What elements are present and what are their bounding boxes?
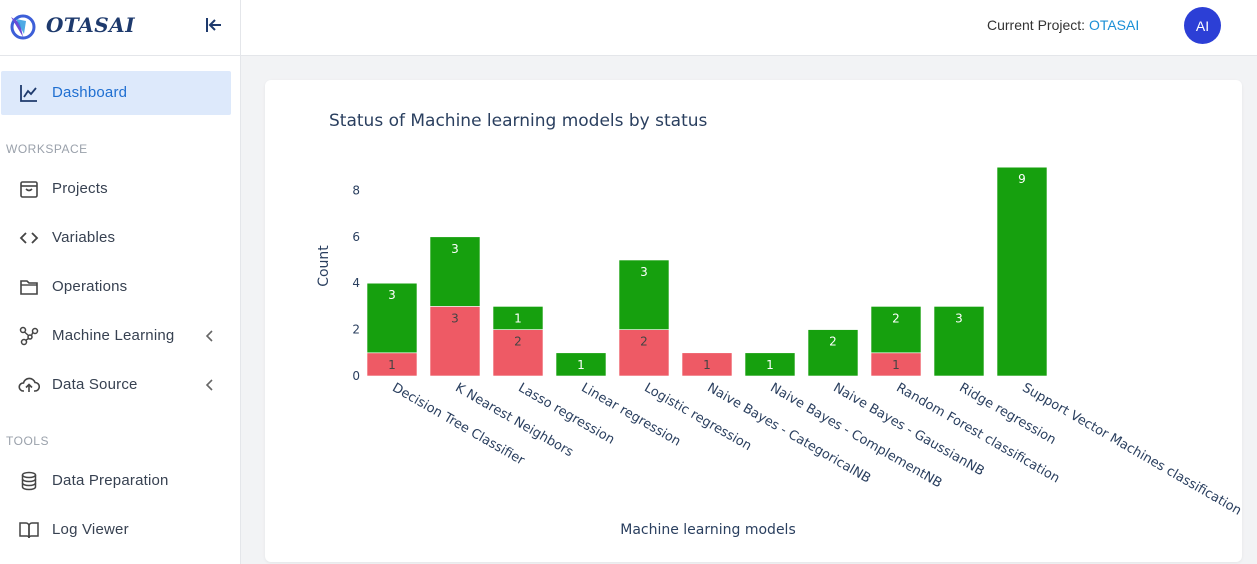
bars: 1 3 3 3 2 1 1 2 3 1 1 2 1 2 3 9	[366, 166, 1048, 377]
bar-value-label: 3	[955, 311, 963, 325]
collapse-sidebar-icon[interactable]	[203, 14, 225, 36]
y-axis-label: Count	[316, 245, 332, 287]
bar-value-label: 3	[451, 242, 459, 256]
sidebar-item-projects[interactable]: Projects	[0, 167, 241, 211]
sidebar-item-data-source[interactable]: Data Source	[0, 363, 241, 407]
sidebar-item-label: Data Preparation	[52, 472, 169, 489]
sidebar-item-variables[interactable]: Variables	[0, 216, 241, 260]
brand-name[interactable]: OTASAI	[46, 13, 136, 37]
bar-segment[interactable]	[744, 352, 796, 377]
otasai-logo-icon[interactable]	[7, 11, 37, 41]
current-project-prefix: Current Project:	[987, 17, 1089, 33]
bar-segment[interactable]	[492, 306, 544, 330]
section-title-workspace: WORKSPACE	[6, 142, 88, 156]
bar-value-label: 3	[388, 288, 396, 302]
y-tick-label: 4	[352, 276, 360, 290]
current-project-link[interactable]: OTASAI	[1088, 17, 1140, 33]
bar-value-label: 2	[892, 311, 900, 325]
bar-value-label: 1	[892, 358, 900, 372]
bar-value-label: 9	[1018, 172, 1026, 186]
avatar[interactable]: AI	[1184, 7, 1221, 44]
bar-value-label: 3	[640, 265, 648, 279]
bar-segment[interactable]	[996, 166, 1048, 377]
bar-value-label: 3	[451, 311, 459, 325]
sidebar-item-label: Projects	[52, 180, 108, 197]
bar-value-label: 1	[577, 358, 585, 372]
sidebar: OTASAI Dashboard WORKSPACE Projects	[0, 0, 241, 564]
bar-segment[interactable]	[807, 329, 859, 377]
database-icon	[21, 471, 37, 491]
brand: OTASAI	[0, 0, 241, 56]
bar-value-label: 1	[703, 358, 711, 372]
bar-segment[interactable]	[429, 236, 481, 307]
sidebar-item-label: Operations	[52, 278, 128, 295]
section-title-tools: TOOLS	[6, 434, 49, 448]
bar-value-label: 2	[640, 335, 648, 349]
bar-value-label: 2	[514, 335, 522, 349]
sidebar-item-log-viewer[interactable]: Log Viewer	[0, 508, 241, 552]
x-tick-label: Support Vector Machines classification	[1019, 380, 1242, 518]
folder-icon	[20, 280, 38, 295]
y-axis-ticks: 0 2 4 6 8	[352, 183, 360, 383]
bar-segment[interactable]	[933, 306, 985, 377]
sidebar-item-operations[interactable]: Operations	[0, 265, 241, 309]
code-icon	[19, 232, 39, 244]
sidebar-item-data-preparation[interactable]: Data Preparation	[0, 459, 241, 503]
sidebar-item-label: Dashboard	[52, 84, 128, 101]
bar-segment[interactable]	[366, 282, 418, 354]
x-tick-label: Logistic regression	[641, 380, 754, 454]
chevron-left-icon	[205, 330, 213, 342]
bar-segment[interactable]	[870, 306, 922, 354]
bar-segment[interactable]	[681, 352, 733, 377]
chart-line-icon	[20, 85, 37, 102]
cloud-upload-icon	[18, 377, 40, 392]
y-tick-label: 6	[352, 230, 360, 244]
chart-card: Status of Machine learning models by sta…	[265, 80, 1244, 562]
bar-value-label: 1	[388, 358, 396, 372]
bar-segment[interactable]	[618, 329, 670, 377]
sidebar-item-machine-learning[interactable]: Machine Learning	[0, 314, 241, 358]
bar-segment[interactable]	[492, 329, 544, 377]
y-tick-label: 2	[352, 323, 360, 337]
book-icon	[19, 522, 39, 539]
sidebar-item-label: Machine Learning	[52, 327, 175, 344]
bar-chart: Status of Machine learning models by sta…	[316, 111, 1244, 538]
x-axis-label: Machine learning models	[620, 522, 796, 538]
sidebar-item-dashboard[interactable]: Dashboard	[1, 71, 231, 115]
top-bar: Current Project: OTASAI AI	[241, 0, 1257, 56]
archive-icon	[20, 181, 38, 198]
sidebar-item-label: Variables	[52, 229, 116, 246]
sidebar-item-label: Log Viewer	[52, 521, 129, 538]
bar-value-label: 1	[514, 311, 522, 325]
y-tick-label: 0	[352, 369, 360, 383]
chevron-left-icon	[205, 379, 213, 391]
bar-value-label: 2	[829, 335, 837, 349]
graph-nodes-icon	[19, 326, 39, 346]
y-tick-label: 8	[352, 183, 360, 197]
bar-segment[interactable]	[429, 306, 481, 377]
bar-segment[interactable]	[555, 352, 607, 377]
current-project-label: Current Project: OTASAI	[987, 17, 1139, 33]
bar-value-label: 1	[766, 358, 774, 372]
bar-segment[interactable]	[618, 259, 670, 330]
chart-title: Status of Machine learning models by sta…	[329, 111, 708, 131]
sidebar-item-label: Data Source	[52, 376, 138, 393]
